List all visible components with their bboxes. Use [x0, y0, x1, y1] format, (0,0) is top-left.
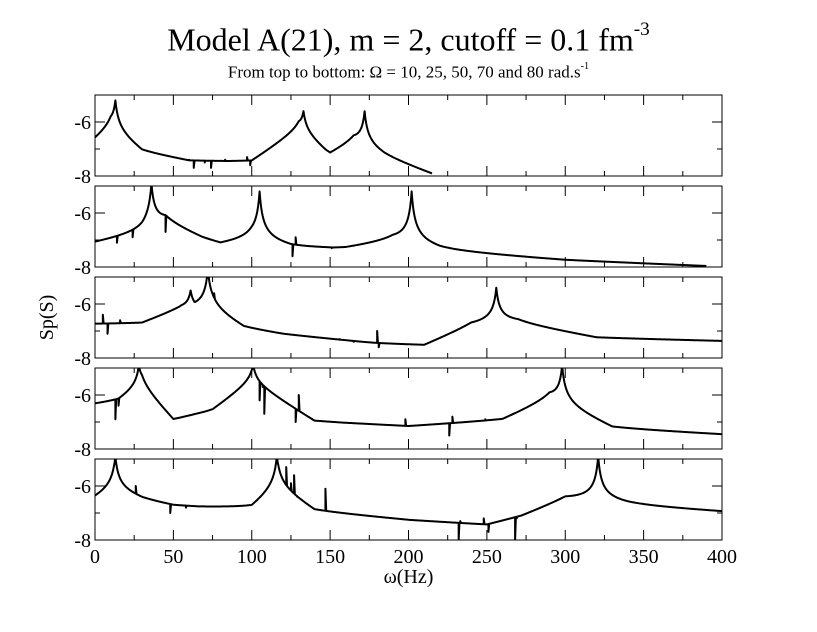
- panel-2: -6 -8: [74, 185, 723, 279]
- y-tick-label: -8: [74, 439, 91, 461]
- y-tick-label: -6: [74, 112, 91, 134]
- panel-frame: [94, 367, 723, 450]
- x-tick-label: 250: [472, 546, 502, 568]
- x-tick-label: 150: [315, 546, 345, 568]
- chart-title: Model A(21), m = 2, cutoff = 0.1 fm-3: [167, 19, 650, 58]
- panel-frame: [94, 276, 723, 359]
- x-axis-label: ω(Hz): [384, 566, 434, 588]
- series-line-3: [95, 277, 722, 349]
- y-tick-label: -8: [74, 530, 91, 552]
- x-tick-label: 350: [629, 546, 659, 568]
- y-tick-label: -8: [74, 257, 91, 279]
- panel-1: -6 -8: [74, 94, 723, 188]
- series-line-2: [95, 186, 707, 267]
- x-tick-label: 400: [707, 546, 737, 568]
- x-tick-label: 100: [237, 546, 267, 568]
- series-line-5: [95, 459, 722, 540]
- panel-3: -6 -8: [74, 276, 723, 370]
- panel-4: -6 -8: [74, 367, 723, 461]
- chart-subtitle: From top to bottom: Ω = 10, 25, 50, 70 a…: [227, 60, 590, 82]
- series-line-4: [95, 368, 722, 437]
- series-line-1: [95, 99, 433, 175]
- panel-frame: [94, 458, 723, 541]
- y-tick-label: -6: [74, 203, 91, 225]
- panel-frame: [94, 185, 723, 268]
- y-axis-label: Sp(S): [36, 295, 58, 341]
- y-tick-label: -6: [74, 385, 91, 407]
- y-tick-label: -6: [74, 294, 91, 316]
- y-tick-label: -6: [74, 476, 91, 498]
- panel-5: -6 -8: [74, 458, 723, 552]
- y-tick-label: -8: [74, 348, 91, 370]
- x-tick-label: 300: [550, 546, 580, 568]
- x-tick-label: 200: [394, 546, 424, 568]
- x-tick-label: 0: [90, 546, 100, 568]
- x-tick-label: 50: [163, 546, 183, 568]
- y-tick-label: -8: [74, 166, 91, 188]
